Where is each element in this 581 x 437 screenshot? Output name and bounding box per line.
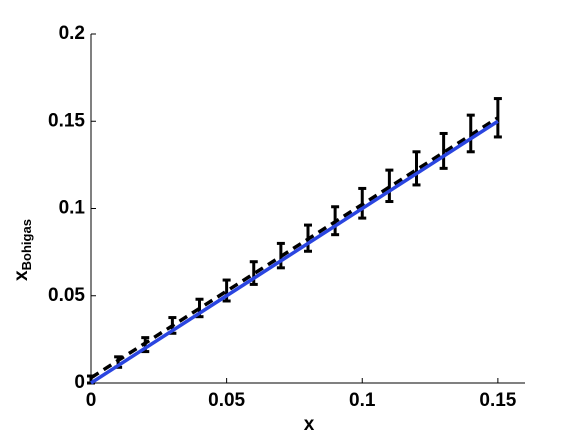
y-tick-label: 0.2: [59, 23, 85, 44]
y-axis-label-main: x: [11, 270, 32, 281]
error-bar: [249, 260, 258, 286]
x-tick-label: 0.1: [349, 390, 376, 411]
error-bar: [439, 131, 448, 170]
y-tick-label: 0: [74, 372, 85, 393]
reference-line: [90, 119, 499, 385]
error-bar: [385, 168, 394, 204]
fit-line: [90, 116, 499, 380]
x-tick-label: 0.05: [208, 390, 245, 411]
y-tick-label: 0.05: [48, 285, 85, 306]
y-axis-label: xBohigas: [11, 219, 34, 281]
x-tick-label: 0: [86, 390, 97, 411]
y-axis-label-subscript: Bohigas: [19, 219, 34, 270]
y-tick-label: 0.15: [48, 110, 85, 131]
x-tick-label: 0.15: [479, 390, 516, 411]
x-axis-label: x: [304, 414, 315, 435]
y-tick-label: 0.1: [59, 198, 86, 219]
error-bar: [412, 150, 421, 187]
